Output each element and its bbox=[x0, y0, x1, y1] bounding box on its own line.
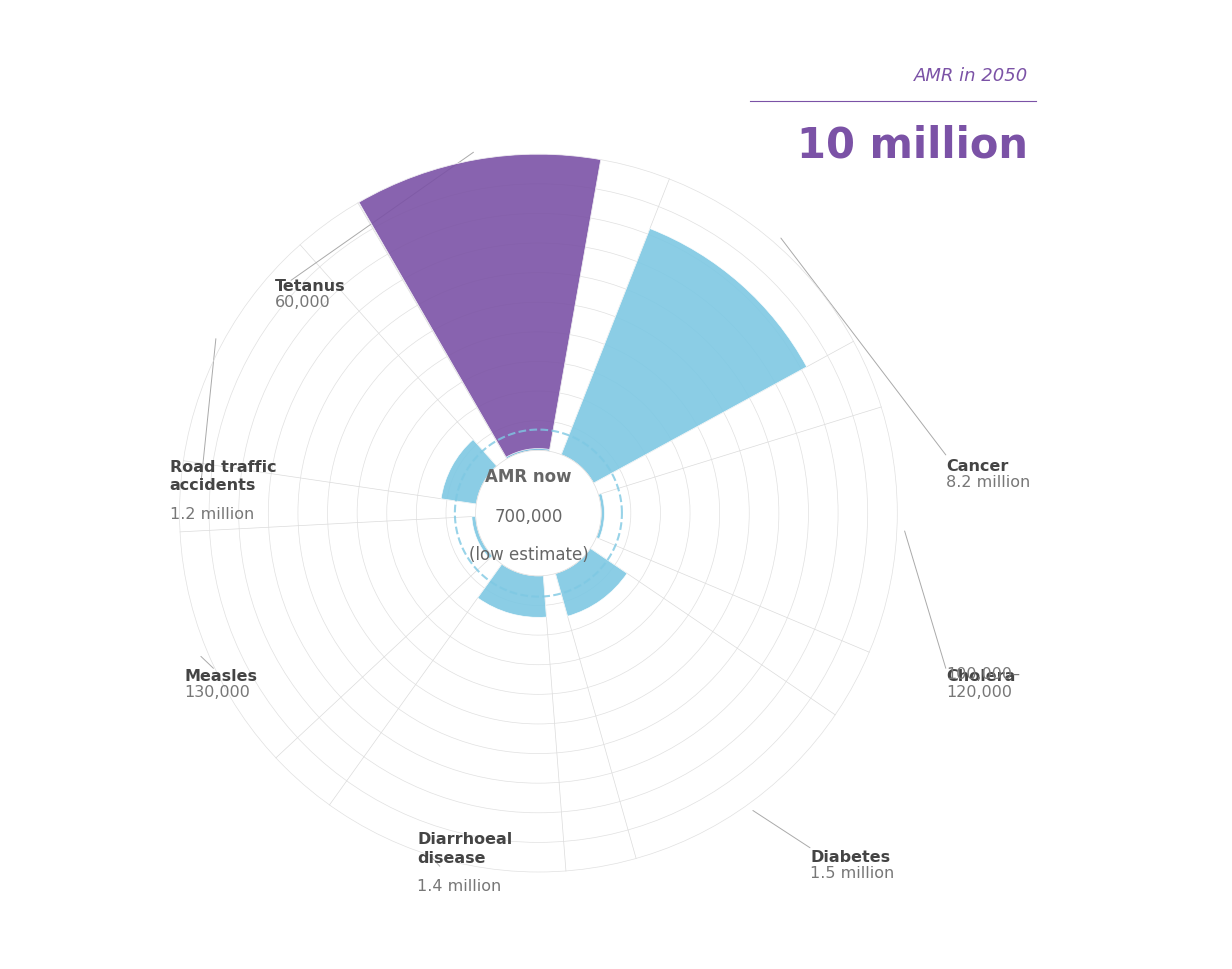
Text: Cancer: Cancer bbox=[946, 458, 1008, 473]
Text: 130,000: 130,000 bbox=[185, 685, 250, 700]
Text: Tetanus: Tetanus bbox=[275, 279, 345, 294]
Text: 1.5 million: 1.5 million bbox=[809, 865, 894, 880]
Text: 1.2 million: 1.2 million bbox=[170, 507, 254, 521]
Text: 1.4 million: 1.4 million bbox=[418, 879, 501, 893]
Wedge shape bbox=[478, 565, 547, 617]
Wedge shape bbox=[596, 494, 605, 539]
Text: 8.2 million: 8.2 million bbox=[946, 475, 1030, 489]
Wedge shape bbox=[441, 440, 496, 505]
Text: Road traffic
accidents: Road traffic accidents bbox=[170, 459, 276, 493]
Text: 100,000–
120,000: 100,000– 120,000 bbox=[946, 666, 1020, 700]
Text: AMR in 2050: AMR in 2050 bbox=[914, 67, 1029, 84]
Wedge shape bbox=[556, 548, 627, 616]
Text: Cholera: Cholera bbox=[946, 669, 1015, 683]
Circle shape bbox=[476, 451, 601, 577]
Text: Diarrhoeal
disease: Diarrhoeal disease bbox=[418, 831, 513, 865]
Text: 60,000: 60,000 bbox=[275, 296, 330, 310]
Wedge shape bbox=[359, 155, 601, 459]
Text: Measles: Measles bbox=[185, 669, 257, 683]
Wedge shape bbox=[562, 230, 807, 484]
Text: AMR now: AMR now bbox=[485, 468, 572, 485]
Text: (low estimate): (low estimate) bbox=[469, 546, 589, 563]
Text: Diabetes: Diabetes bbox=[809, 849, 891, 863]
Text: 700,000: 700,000 bbox=[494, 508, 563, 525]
Wedge shape bbox=[506, 449, 549, 459]
Text: 10 million: 10 million bbox=[797, 124, 1029, 167]
Wedge shape bbox=[472, 516, 493, 559]
